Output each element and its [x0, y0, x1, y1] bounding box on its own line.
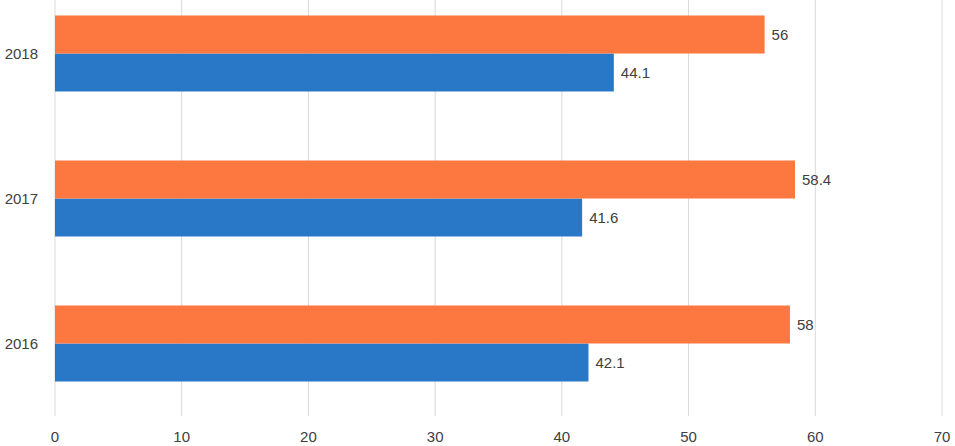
data-label: 56 [772, 26, 789, 43]
data-label: 58 [797, 316, 814, 333]
chart-svg: 0 10 20 30 40 50 60 70 2016 2017 2018 42.1 58 41.6 58.… [0, 0, 955, 446]
category-label: 2017 [5, 190, 38, 207]
data-label: 42.1 [595, 354, 624, 371]
grid-line [942, 0, 943, 416]
bar [55, 161, 795, 199]
grid-line [815, 0, 816, 416]
category-label: 2018 [5, 45, 38, 62]
category-label: 2016 [5, 335, 38, 352]
bars [55, 16, 795, 382]
tick-label: 60 [807, 428, 824, 445]
tick-label: 50 [680, 428, 697, 445]
data-label: 58.4 [802, 171, 831, 188]
bar [55, 344, 588, 382]
tick-label: 40 [554, 428, 571, 445]
bar [55, 199, 582, 237]
chart-container: 0 10 20 30 40 50 60 70 2016 2017 2018 42.1 58 41.6 58.… [0, 0, 955, 446]
data-label: 44.1 [621, 64, 650, 81]
tick-label: 0 [51, 428, 59, 445]
data-label: 41.6 [589, 209, 618, 226]
tick-label: 20 [300, 428, 317, 445]
bar [55, 54, 614, 92]
tick-label: 70 [934, 428, 951, 445]
bar [55, 306, 790, 344]
bar [55, 16, 765, 54]
tick-label: 10 [173, 428, 190, 445]
grid-line [688, 0, 689, 416]
tick-label: 30 [427, 428, 444, 445]
